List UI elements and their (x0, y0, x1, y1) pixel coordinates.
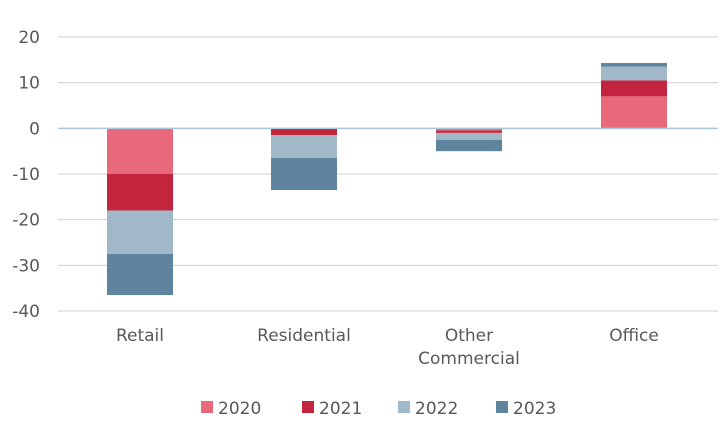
legend-label: 2020 (218, 399, 261, 419)
bar-segment-2021 (107, 174, 173, 211)
legend-label: 2023 (513, 399, 556, 419)
x-tick-label-line: Other (445, 326, 493, 346)
bar-segment-2022 (107, 210, 173, 254)
legend-swatch (201, 401, 213, 413)
bar-segment-2020 (436, 128, 502, 131)
x-tick-label: Retail (116, 326, 164, 346)
bar-segment-2021 (271, 128, 337, 136)
legend-label: 2021 (319, 399, 362, 419)
x-tick-label-line: Office (609, 326, 659, 346)
y-tick-label: -10 (12, 165, 40, 185)
bar-segment-2023 (601, 63, 667, 67)
x-tick-label-line: Residential (257, 326, 351, 346)
x-tick-label: Office (609, 326, 659, 346)
y-tick-label: 10 (18, 74, 40, 94)
legend-label: 2022 (415, 399, 458, 419)
x-tick-label-line: Commercial (418, 349, 520, 369)
legend-swatch (302, 401, 314, 413)
legend-swatch (398, 401, 410, 413)
bar-segment-2022 (436, 132, 502, 140)
y-tick-label: 20 (18, 28, 40, 48)
x-tick-label: Other Commercial (418, 326, 520, 369)
bar-segment-2023 (436, 139, 502, 152)
bar-segment-2021 (436, 130, 502, 133)
y-tick-label: -30 (12, 256, 40, 276)
bar-segment-2023 (271, 158, 337, 190)
bar-segment-2020 (107, 128, 173, 174)
bar-segment-2021 (601, 80, 667, 97)
bars (107, 63, 667, 296)
y-axis-tick-labels: 20 10 0 -10 -20 -30 -40 (12, 28, 40, 322)
x-tick-label: Residential (257, 326, 351, 346)
bar-segment-2022 (601, 66, 667, 81)
legend-item-2021: 2021 (302, 399, 362, 419)
bar-segment-2022 (271, 135, 337, 159)
x-axis-category-labels: Retail Residential Other Commercial Office (116, 326, 659, 369)
bar-segment-2023 (107, 253, 173, 296)
bar-segment-2020 (601, 96, 667, 129)
legend: 2020 2021 2022 2023 (201, 399, 556, 419)
legend-item-2020: 2020 (201, 399, 261, 419)
legend-item-2023: 2023 (496, 399, 556, 419)
legend-swatch (496, 401, 508, 413)
y-tick-label: -40 (12, 302, 40, 322)
legend-item-2022: 2022 (398, 399, 458, 419)
y-tick-label: 0 (29, 119, 40, 139)
y-tick-label: -20 (12, 211, 40, 231)
x-tick-label-line: Retail (116, 326, 164, 346)
